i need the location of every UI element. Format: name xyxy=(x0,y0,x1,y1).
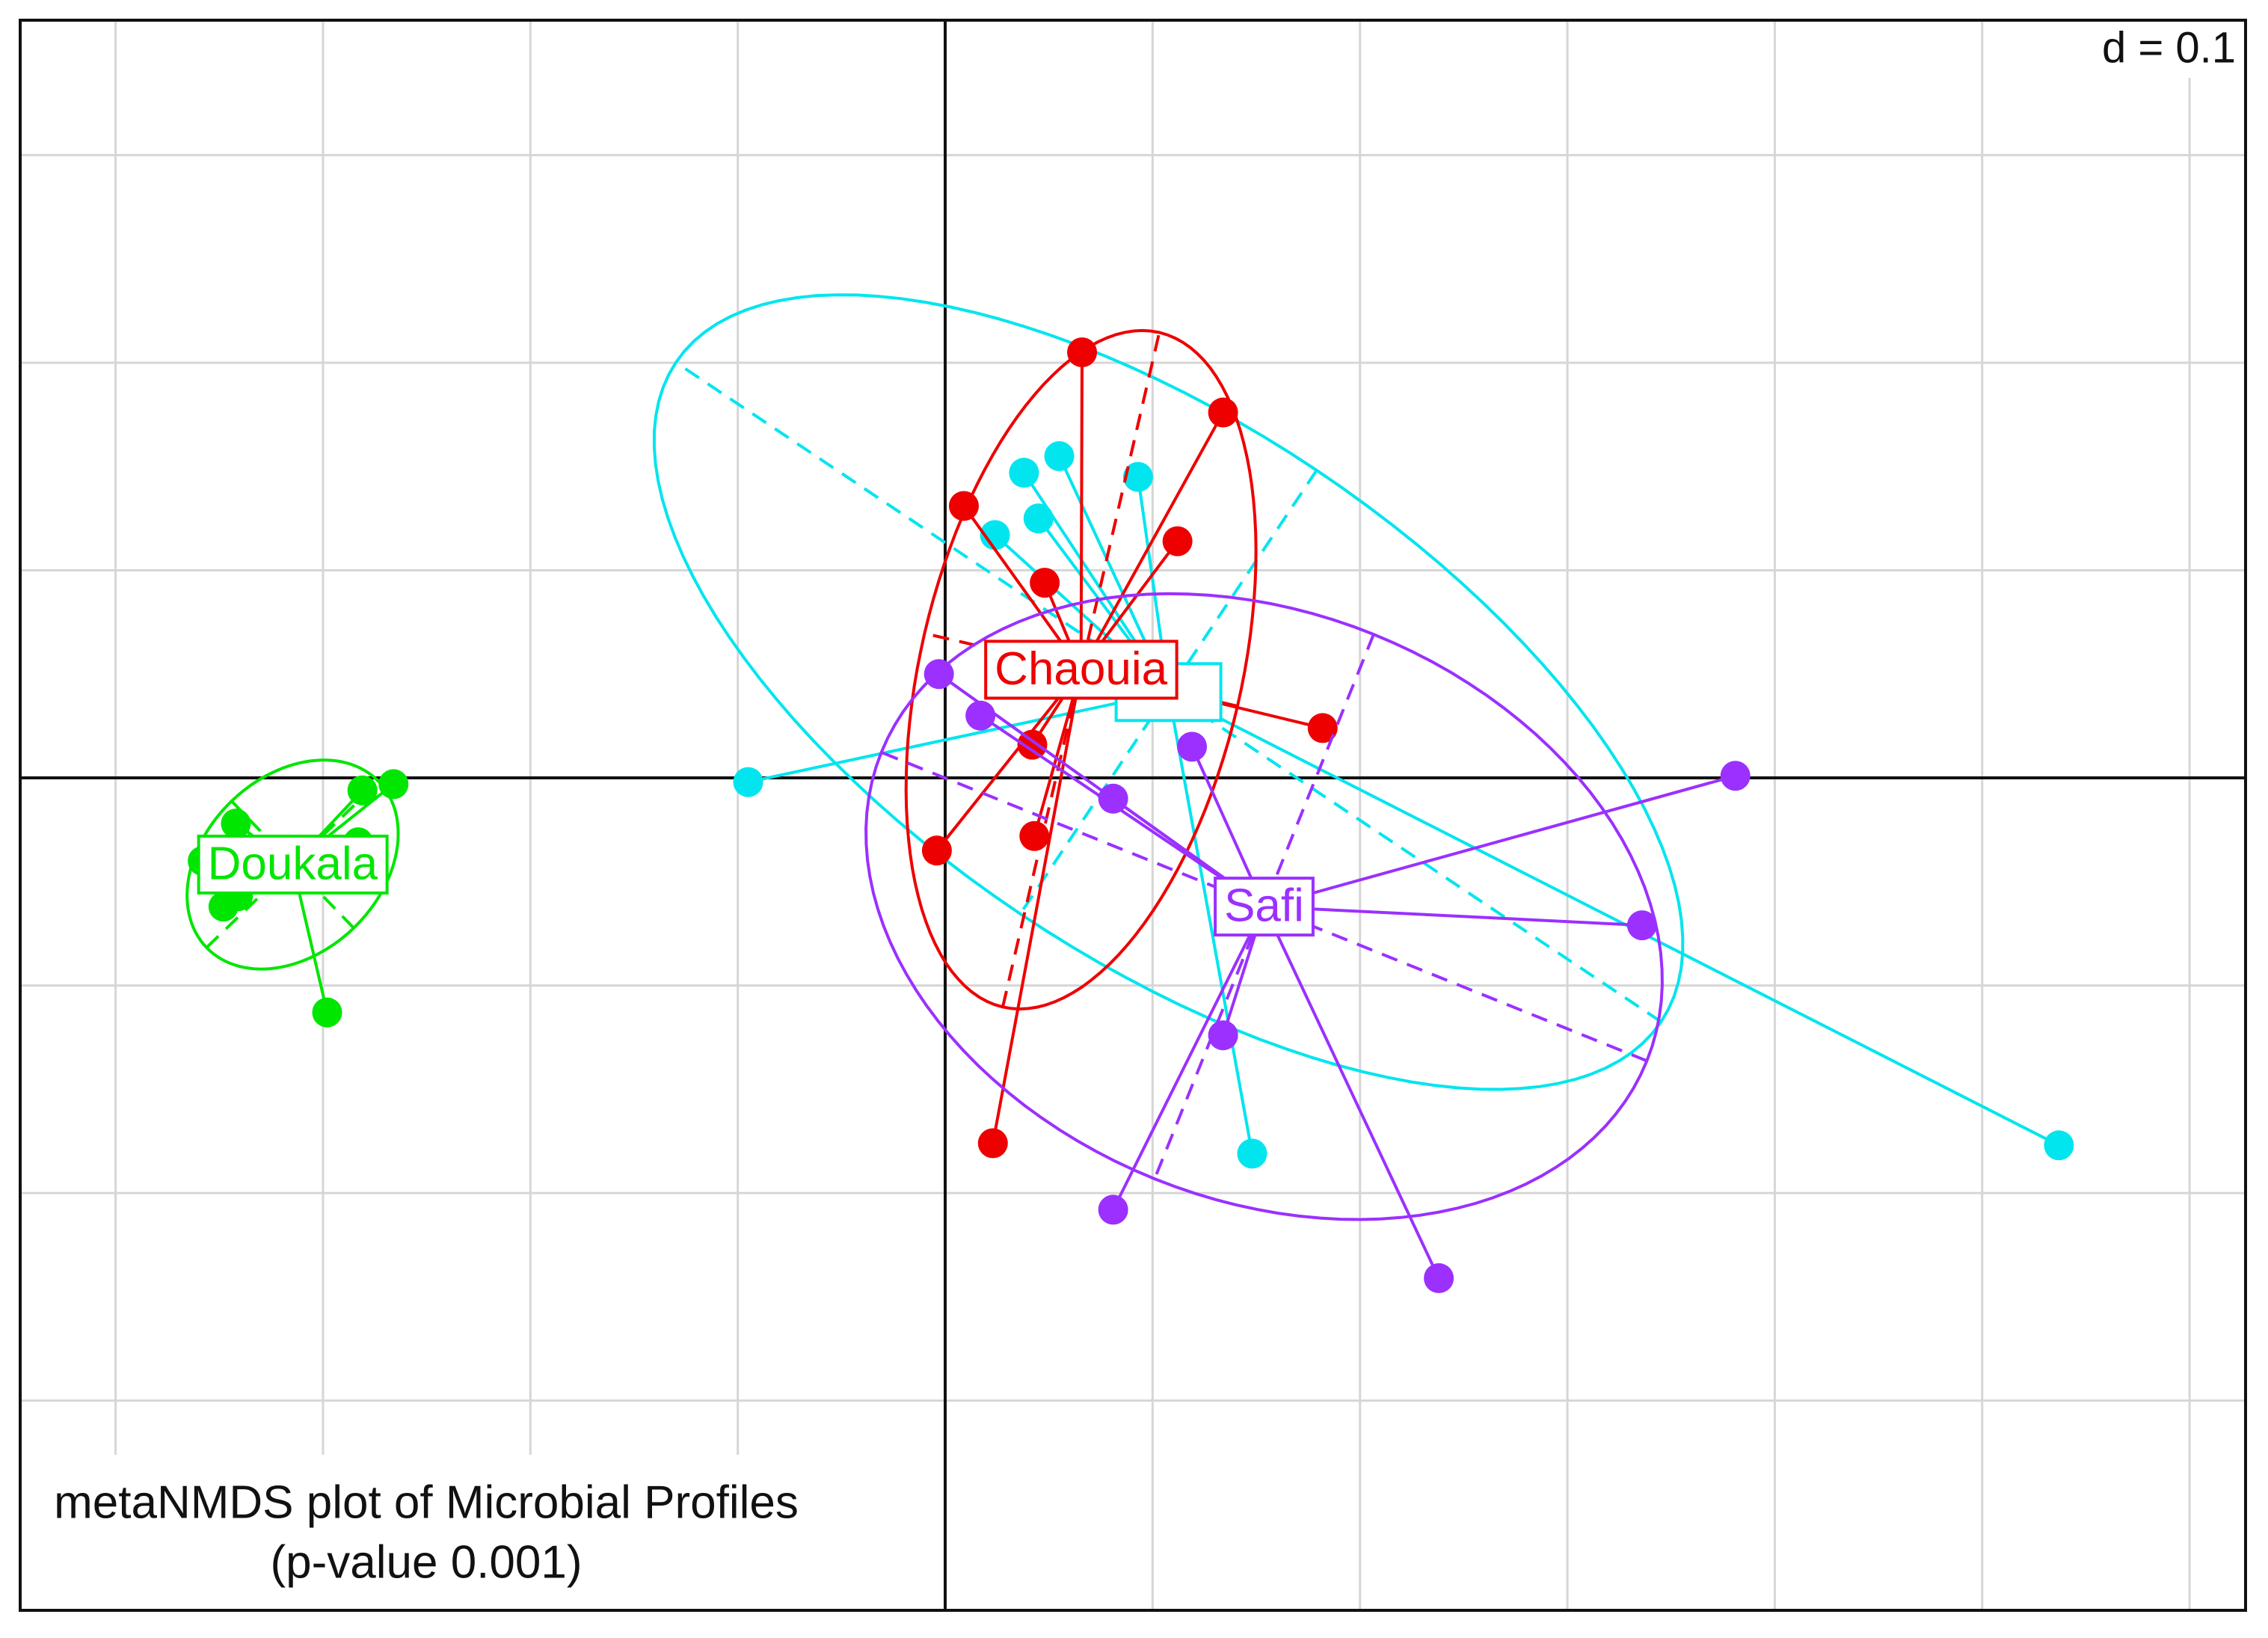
point xyxy=(1009,458,1039,488)
grid-label-background xyxy=(2064,22,2244,78)
group-label: Doukala xyxy=(208,838,378,889)
star-line xyxy=(1079,411,1225,671)
ellipse-axis xyxy=(1018,469,1318,915)
point xyxy=(1122,461,1153,492)
point xyxy=(1720,761,1751,791)
point xyxy=(1307,713,1338,743)
point xyxy=(921,835,952,866)
point xyxy=(924,659,954,690)
group-label: Safi xyxy=(1224,880,1304,931)
group-label-box xyxy=(1214,877,1315,937)
point xyxy=(948,491,979,521)
star-line xyxy=(935,669,1083,852)
caption-line: metaNMDS plot of Microbial Profiles xyxy=(54,1476,799,1528)
point xyxy=(965,700,996,731)
star-line xyxy=(1262,906,1440,1279)
point xyxy=(2044,1130,2074,1161)
point xyxy=(1424,1263,1454,1293)
group-labels: Doukala Chaouia Safi xyxy=(197,639,1315,937)
star-line xyxy=(1079,352,1084,670)
star-line xyxy=(980,714,1265,908)
point xyxy=(1067,337,1098,368)
point xyxy=(1237,1138,1267,1169)
grid-label: d = 0.1 xyxy=(2102,23,2236,72)
ellipse-axis xyxy=(1153,634,1375,1180)
point xyxy=(378,769,409,800)
point xyxy=(1162,526,1193,556)
star-line xyxy=(1167,690,2060,1147)
star-line xyxy=(1264,905,1643,927)
point xyxy=(312,997,342,1028)
plot-frame xyxy=(19,19,2247,1612)
group-label-box xyxy=(197,834,389,895)
group-label-box xyxy=(984,639,1178,700)
point xyxy=(1208,1020,1238,1051)
point xyxy=(980,520,1010,550)
point xyxy=(1019,820,1050,851)
star-line xyxy=(748,690,1170,784)
point xyxy=(977,1128,1008,1159)
caption-line: (p-value 0.001) xyxy=(270,1536,582,1588)
point xyxy=(733,767,763,797)
point xyxy=(1177,731,1208,762)
point xyxy=(221,809,251,839)
point xyxy=(1208,397,1238,428)
point xyxy=(1626,910,1657,941)
point xyxy=(1098,783,1128,814)
star-line xyxy=(1167,691,1254,1154)
point xyxy=(1030,568,1060,598)
group-label: Chaouia xyxy=(995,643,1167,695)
point xyxy=(1023,503,1054,534)
star-line xyxy=(1111,906,1266,1211)
point xyxy=(1098,1194,1128,1225)
star-line xyxy=(991,669,1083,1144)
point xyxy=(1044,441,1075,471)
group-ellipse xyxy=(652,293,1685,1091)
ellipse-axis xyxy=(1001,332,1161,1007)
caption-background xyxy=(20,1455,835,1610)
point xyxy=(347,775,378,806)
group-ellipse xyxy=(185,758,400,971)
star-line xyxy=(1263,774,1736,909)
